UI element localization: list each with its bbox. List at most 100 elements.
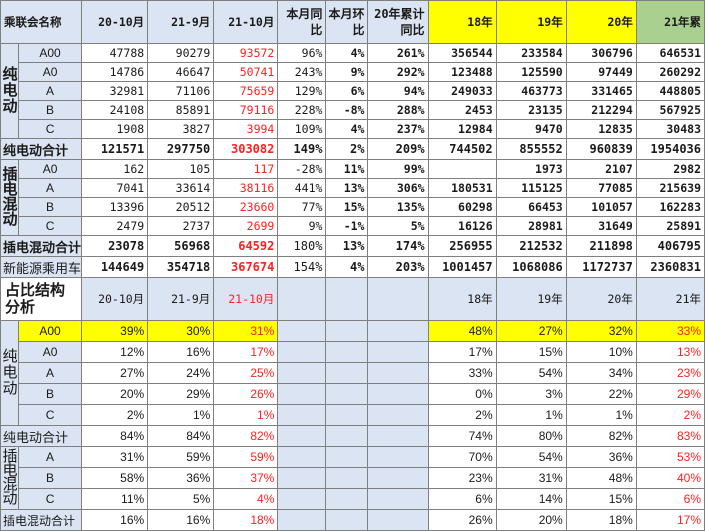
cell: 448805	[635, 81, 705, 101]
share-row-phev-total-label: 插电混动合计	[0, 509, 83, 531]
cell: 9%	[277, 216, 327, 236]
cell: 39%	[81, 320, 149, 342]
cell: 1068086	[495, 256, 567, 278]
cell: 11%	[81, 488, 149, 510]
cell: 123488	[427, 62, 497, 82]
cell: 2479	[81, 216, 149, 236]
cell: 6%	[635, 488, 705, 510]
cell: 56968	[147, 235, 215, 257]
cell: 30483	[635, 119, 705, 139]
cell: 212294	[565, 100, 637, 120]
cell: 1%	[495, 404, 567, 426]
cell: 93572	[213, 43, 279, 63]
cell: 30%	[147, 320, 215, 342]
cell-empty	[325, 509, 369, 531]
cell: 115125	[495, 178, 567, 198]
row-cat: A	[18, 81, 83, 101]
group-phev: 插电混动	[0, 159, 20, 236]
cell: 331465	[565, 81, 637, 101]
cell: 27%	[495, 320, 567, 342]
cell-empty	[277, 446, 327, 468]
cell: 215639	[635, 178, 705, 198]
cell: 13396	[81, 197, 149, 217]
cell: 1172737	[565, 256, 637, 278]
cell-empty	[367, 383, 429, 405]
row-nev-total-label: 新能源乘用车	[0, 256, 83, 278]
row-cat: A0	[18, 62, 83, 82]
cell-empty	[277, 341, 327, 363]
cell-empty	[325, 425, 369, 447]
group-bev: 纯电动	[0, 43, 20, 139]
cell: 0%	[427, 383, 497, 405]
cell: 50741	[213, 62, 279, 82]
share-header-c10: 21年	[635, 277, 705, 321]
share-row-cat: C	[18, 404, 83, 426]
cell: 36%	[147, 467, 215, 489]
cell: 48%	[565, 467, 637, 489]
share-row-cat: A	[18, 362, 83, 384]
cell: 297750	[147, 138, 215, 160]
share-row-cat: B	[18, 383, 83, 405]
cell: 16126	[427, 216, 497, 236]
cell: 1%	[213, 404, 279, 426]
cell: 2%	[427, 404, 497, 426]
cell: 256955	[427, 235, 497, 257]
share-header-c2: 21-9月	[147, 277, 215, 321]
cell: 22%	[565, 383, 637, 405]
cell: 162	[81, 159, 149, 179]
share-row-bev-total-label: 纯电动合计	[0, 425, 83, 447]
cell: 7041	[81, 178, 149, 198]
cell: 29%	[635, 383, 705, 405]
cell: 77085	[565, 178, 637, 198]
cell: 5%	[147, 488, 215, 510]
cell-empty	[367, 509, 429, 531]
row-cat: C	[18, 216, 83, 236]
cell: 125590	[495, 62, 567, 82]
cell: 33614	[147, 178, 215, 198]
cell: 59%	[147, 446, 215, 468]
cell: 306%	[367, 178, 429, 198]
row-cat: A	[18, 178, 83, 198]
row-cat: C	[18, 119, 83, 139]
cell: 6%	[427, 488, 497, 510]
cell: 17%	[635, 509, 705, 531]
share-header-c9: 20年	[565, 277, 637, 321]
cell-empty	[325, 488, 369, 510]
header-c8: 19年	[495, 0, 567, 44]
cell: 96%	[277, 43, 327, 63]
cell: 4%	[325, 256, 369, 278]
cell: 84%	[147, 425, 215, 447]
row-cat: A0	[18, 159, 83, 179]
cell-empty	[325, 404, 369, 426]
cell: 34%	[565, 362, 637, 384]
cell: 212532	[495, 235, 567, 257]
cell-empty	[325, 320, 369, 342]
cell: 24108	[81, 100, 149, 120]
cell: 261%	[367, 43, 429, 63]
cell: 228%	[277, 100, 327, 120]
cell: 567925	[635, 100, 705, 120]
row-phev-total-label: 插电混动合计	[0, 235, 83, 257]
cell: 80%	[495, 425, 567, 447]
cell: 94%	[367, 81, 429, 101]
share-header-c8: 19年	[495, 277, 567, 321]
cell: 13%	[325, 178, 369, 198]
cell: 117	[213, 159, 279, 179]
cell: 12%	[81, 341, 149, 363]
share-header-empty	[367, 277, 429, 321]
cell: 23660	[213, 197, 279, 217]
cell: 85891	[147, 100, 215, 120]
cell: 303082	[213, 138, 279, 160]
cell: -8%	[325, 100, 369, 120]
cell: 154%	[277, 256, 327, 278]
cell: 109%	[277, 119, 327, 139]
share-header-empty	[277, 277, 327, 321]
header-name-label: 乘联会名称	[0, 0, 83, 44]
cell-empty	[277, 362, 327, 384]
cell: 77%	[277, 197, 327, 217]
cell: 101057	[565, 197, 637, 217]
cell: 36%	[565, 446, 637, 468]
cell: 2%	[635, 404, 705, 426]
share-header-c3: 21-10月	[213, 277, 279, 321]
cell: 180%	[277, 235, 327, 257]
